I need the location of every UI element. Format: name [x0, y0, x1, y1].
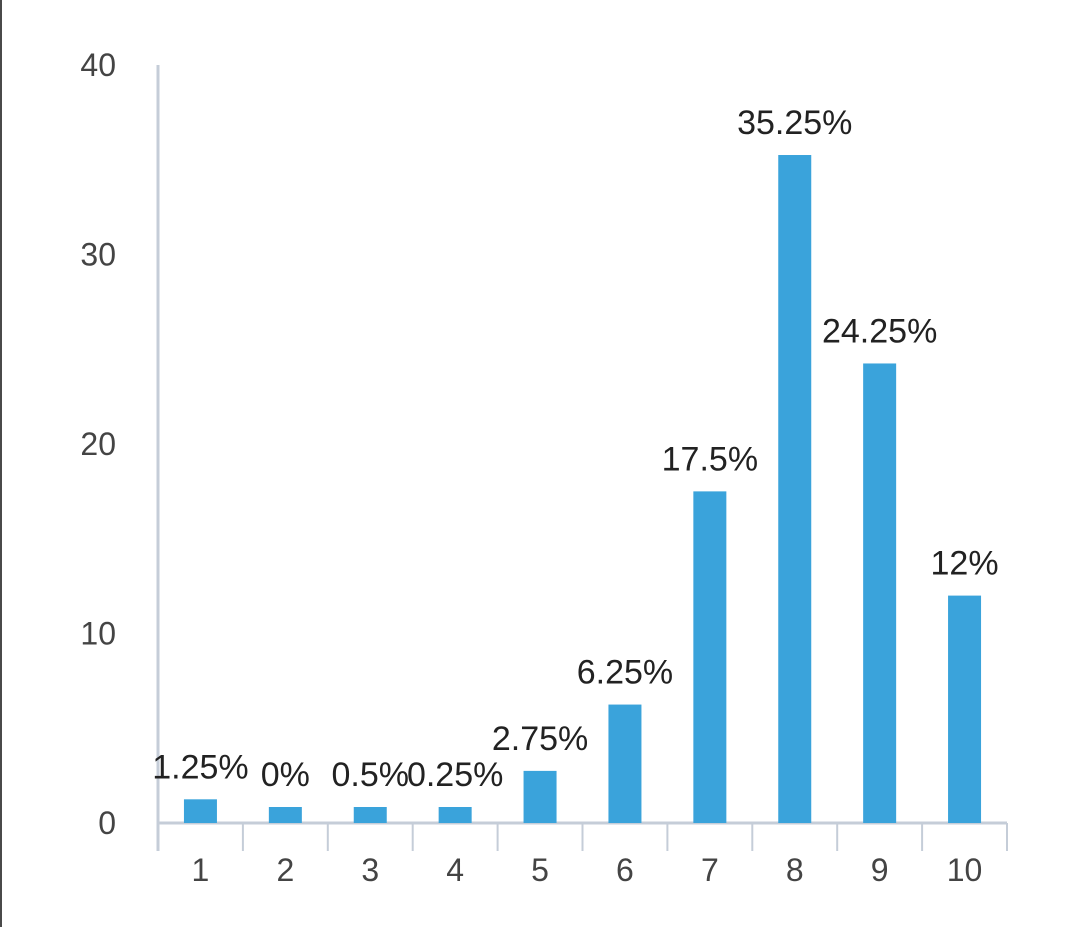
y-tick-label: 40 — [80, 47, 116, 83]
bar-9 — [863, 363, 897, 823]
data-label-8: 35.25% — [737, 104, 852, 142]
x-tick-label: 6 — [616, 852, 634, 888]
bar-3 — [353, 807, 387, 823]
data-label-10: 12% — [931, 545, 999, 583]
bar-10 — [948, 595, 982, 823]
data-label-3: 0.5% — [332, 756, 410, 794]
bar-6 — [608, 704, 642, 823]
bar-8 — [778, 155, 812, 823]
bar-7 — [693, 491, 727, 823]
data-label-1: 1.25% — [152, 748, 248, 786]
data-label-2: 0% — [261, 756, 310, 794]
x-tick-label: 5 — [531, 852, 549, 888]
y-tick-label: 20 — [80, 426, 116, 462]
x-tick-label: 8 — [786, 852, 804, 888]
chart-bars — [183, 155, 982, 823]
x-tick-label: 9 — [871, 852, 889, 888]
y-tick-label: 0 — [98, 805, 116, 841]
chart-labels: 1.25% 0% 0.5%0.25%2.75% 6.25% 17.5% 35.25% 24.… — [152, 104, 998, 794]
y-tick-label: 10 — [80, 616, 116, 652]
bar-2 — [268, 807, 302, 823]
x-tick-label: 7 — [701, 852, 719, 888]
data-label-6: 6.25% — [577, 654, 673, 692]
data-label-5: 2.75% — [492, 720, 588, 758]
y-tick-label: 30 — [80, 237, 116, 273]
bar-4 — [438, 807, 472, 823]
frame-edge — [0, 0, 2, 927]
data-label-7: 17.5% — [662, 440, 758, 478]
x-tick-label: 1 — [192, 852, 210, 888]
x-tick-label: 3 — [361, 852, 379, 888]
x-tick-label: 4 — [446, 852, 464, 888]
bar-1 — [183, 799, 217, 823]
data-label-9: 24.25% — [822, 312, 937, 350]
bar-5 — [523, 770, 557, 823]
x-tick-label: 2 — [276, 852, 294, 888]
data-label-4: 0.25% — [407, 756, 503, 794]
x-tick-label: 10 — [947, 852, 983, 888]
